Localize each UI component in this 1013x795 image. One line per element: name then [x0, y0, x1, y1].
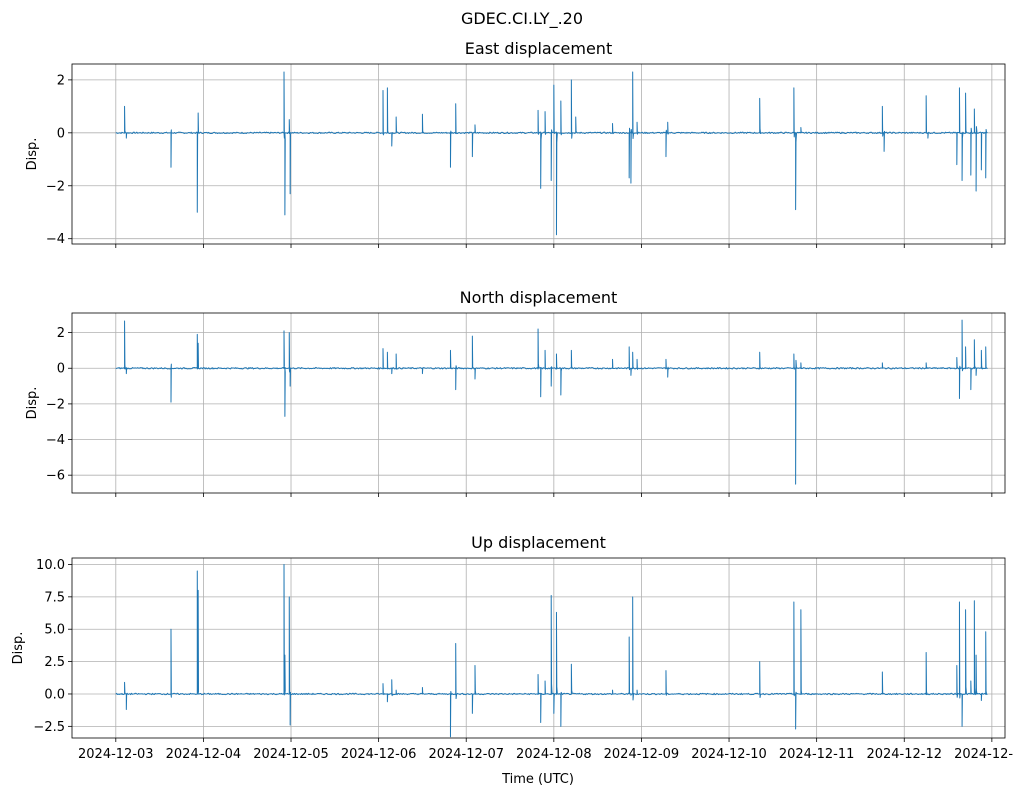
y-tick-label: 10.0	[36, 558, 65, 573]
x-axis-label: Time (UTC)	[501, 772, 574, 787]
y-tick-label: −2	[46, 397, 65, 412]
x-tick-label: 2024-12-13	[954, 747, 1013, 762]
displacement-series	[115, 563, 988, 738]
panel-title: Up displacement	[471, 533, 606, 552]
y-axis-label: Disp.	[11, 632, 26, 665]
x-tick-label: 2024-12-11	[779, 747, 855, 762]
displacement-series	[115, 71, 988, 236]
x-tick-label: 2024-12-04	[166, 747, 242, 762]
panel-2: 2 0 −2 −4 −6 North displacement Disp.	[25, 288, 1006, 497]
y-tick-label: −2	[46, 179, 65, 194]
figure-suptitle: GDEC.CI.LY_.20	[461, 9, 583, 29]
y-tick-label: 5.0	[44, 623, 65, 638]
y-tick-label: 0	[57, 126, 65, 141]
x-tick-label: 2024-12-10	[691, 747, 767, 762]
y-tick-label: 0	[57, 362, 65, 377]
y-tick-label: 2.5	[44, 655, 65, 670]
panels: 2 0 −2 −4 East displacement Disp. 2 0 −2 −4 −6 Nort…	[11, 39, 1013, 762]
x-tick-label: 2024-12-06	[341, 747, 417, 762]
x-tick-label: 2024-12-05	[253, 747, 329, 762]
axes-frame	[71, 312, 1006, 494]
axes-frame	[71, 63, 1006, 245]
y-tick-label: 2	[57, 326, 65, 341]
y-axis-label: Disp.	[25, 138, 40, 171]
x-tick-label: 2024-12-03	[78, 747, 154, 762]
panel-3: 2024-12-03 2024-12-04 2024-12-05 2024-12-06…	[11, 533, 1013, 762]
x-tick-label: 2024-12-09	[604, 747, 680, 762]
y-axis-label: Disp.	[25, 387, 40, 420]
y-tick-label: −2.5	[33, 720, 65, 735]
panel-title: East displacement	[465, 39, 612, 58]
y-tick-label: 2	[57, 73, 65, 88]
displacement-series	[115, 319, 988, 485]
x-tick-label: 2024-12-08	[516, 747, 592, 762]
y-tick-label: −6	[46, 469, 65, 484]
panel-title: North displacement	[460, 288, 618, 307]
x-tick-label: 2024-12-12	[866, 747, 942, 762]
panel-1: 2 0 −2 −4 East displacement Disp.	[25, 39, 1006, 248]
axes-frame	[71, 557, 1006, 739]
x-tick-label: 2024-12-07	[428, 747, 504, 762]
y-tick-label: −4	[46, 433, 65, 448]
y-tick-label: −4	[46, 232, 65, 247]
y-tick-label: 0.0	[44, 687, 65, 702]
y-tick-label: 7.5	[44, 590, 65, 605]
